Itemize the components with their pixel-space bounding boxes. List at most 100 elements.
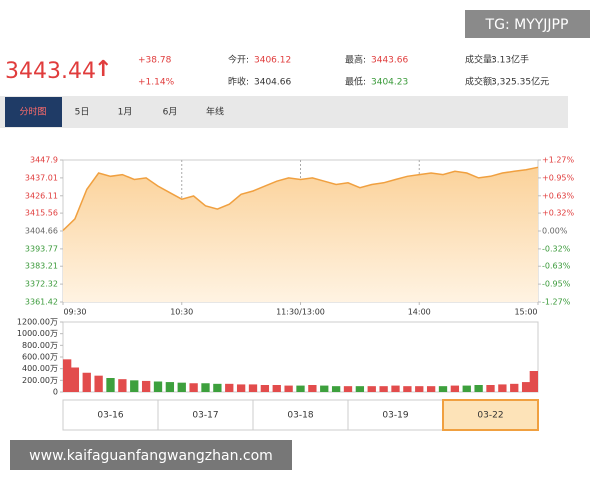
y-tick-label: 400.00万: [22, 364, 58, 373]
volume-bar: [450, 385, 460, 392]
field-label: 成交量:: [465, 54, 495, 66]
field-value: 3404.66: [254, 78, 291, 88]
field-value: 3406.12: [254, 56, 291, 66]
volume-bar: [391, 385, 400, 392]
volume-bar: [355, 386, 365, 392]
volume-bar: [213, 383, 222, 392]
volume-bar: [343, 386, 353, 392]
x-tick-label: 11:30/13:00: [276, 308, 325, 317]
change-pct: +1.14%: [138, 78, 175, 88]
volume-bar: [367, 386, 376, 392]
volume-bar: [82, 372, 91, 392]
price-line: [62, 166, 539, 231]
y2-tick-label: +0.95%: [542, 173, 575, 182]
volume-bar: [260, 385, 270, 392]
volume-bar: [130, 380, 139, 392]
price: 3443.44: [5, 59, 96, 84]
y2-tick-label: -0.32%: [542, 244, 571, 253]
date-cell-selected[interactable]: [442, 399, 539, 431]
volume-bar: [415, 386, 424, 392]
x-tick-label: 09:30: [63, 308, 86, 317]
volume-bar: [426, 386, 436, 392]
volume-bar: [94, 375, 103, 392]
field-label: 成交额:: [465, 76, 495, 88]
tab[interactable]: 分时图: [19, 106, 46, 118]
tab[interactable]: 1月: [118, 107, 133, 118]
y-tick-label: 3426.11: [25, 191, 58, 200]
price-area: [63, 167, 538, 302]
date-label: 03-18: [287, 411, 313, 421]
y-tick-label: 3393.77: [25, 244, 58, 253]
field-value: 3.13亿手: [491, 54, 529, 66]
tab-bar: [0, 96, 568, 128]
volume-bar: [284, 385, 293, 392]
date-cell[interactable]: [62, 399, 159, 431]
volume-bar: [153, 381, 163, 392]
volume-bar: [189, 383, 198, 392]
x-tick-label: 10:30: [170, 308, 193, 317]
volume-bar: [70, 367, 80, 392]
watermark-text: www.kaifaguanfangwangzhan.com: [29, 448, 273, 464]
y2-tick-label: 0.00%: [542, 227, 568, 236]
date-label: 03-19: [382, 411, 408, 421]
date-cell[interactable]: [347, 399, 444, 431]
volume-bar: [403, 386, 412, 392]
volume-bar: [308, 385, 317, 392]
watermark-box: [10, 440, 292, 470]
y-tick-label: 3447.9: [30, 156, 58, 165]
volume-bar: [165, 382, 175, 392]
tab[interactable]: 年线: [206, 106, 224, 118]
y-tick-label: 3372.32: [25, 280, 58, 289]
y-tick-label: 200.00万: [22, 376, 58, 385]
volume-bar: [510, 383, 519, 392]
change: +38.78: [138, 56, 172, 66]
y-tick-label: 0: [53, 388, 58, 397]
volume-bar: [296, 385, 305, 392]
tab[interactable]: 6月: [163, 107, 178, 118]
field-label: 最低:: [345, 76, 366, 88]
volume-bar: [529, 371, 538, 392]
volume-bar: [331, 386, 341, 392]
volume-bar: [486, 385, 495, 392]
y2-tick-label: +0.63%: [542, 191, 575, 200]
volume-bar: [63, 359, 72, 392]
volume-bar: [248, 384, 258, 392]
volume-bar: [320, 385, 329, 392]
volume-bar: [462, 385, 471, 392]
volume-bar: [272, 385, 281, 392]
price-arrow: ↑: [94, 57, 112, 82]
field-value: 3404.23: [371, 78, 408, 88]
y-tick-label: 3383.21: [25, 262, 58, 271]
volume-bar: [438, 386, 448, 392]
date-label: 03-16: [97, 411, 123, 421]
date-cell[interactable]: [157, 399, 254, 431]
volume-bar: [225, 383, 234, 392]
volume-bar: [177, 382, 186, 392]
tab[interactable]: 5日: [75, 107, 90, 118]
x-tick-label: 14:00: [408, 308, 431, 317]
y2-tick-label: +1.27%: [542, 156, 575, 165]
y-tick-label: 600.00万: [22, 353, 58, 362]
date-label: 03-17: [192, 411, 218, 421]
volume-bar: [236, 384, 246, 392]
volume-bar: [474, 385, 483, 392]
x-tick-label: 15:00: [514, 308, 537, 317]
volume-bar: [118, 379, 127, 392]
field-value: 3443.66: [371, 56, 408, 66]
watermark-box: [465, 10, 590, 38]
date-cell[interactable]: [252, 399, 349, 431]
y2-tick-label: -0.95%: [542, 280, 571, 289]
y2-tick-label: -0.63%: [542, 262, 571, 271]
volume-bar: [106, 378, 115, 392]
y-tick-label: 800.00万: [22, 341, 58, 350]
y2-tick-label: +0.32%: [542, 209, 575, 218]
volume-bar: [201, 383, 210, 392]
y-tick-label: 1200.00万: [17, 318, 58, 327]
date-label: 03-22: [477, 411, 503, 421]
watermark-text: TG: MYYJJPP: [485, 17, 569, 33]
volume-bar: [521, 382, 531, 392]
volume-bar: [141, 380, 151, 392]
volume-bar: [498, 384, 507, 392]
field-label: 今开:: [228, 54, 249, 66]
y2-tick-label: -1.27%: [542, 298, 571, 307]
